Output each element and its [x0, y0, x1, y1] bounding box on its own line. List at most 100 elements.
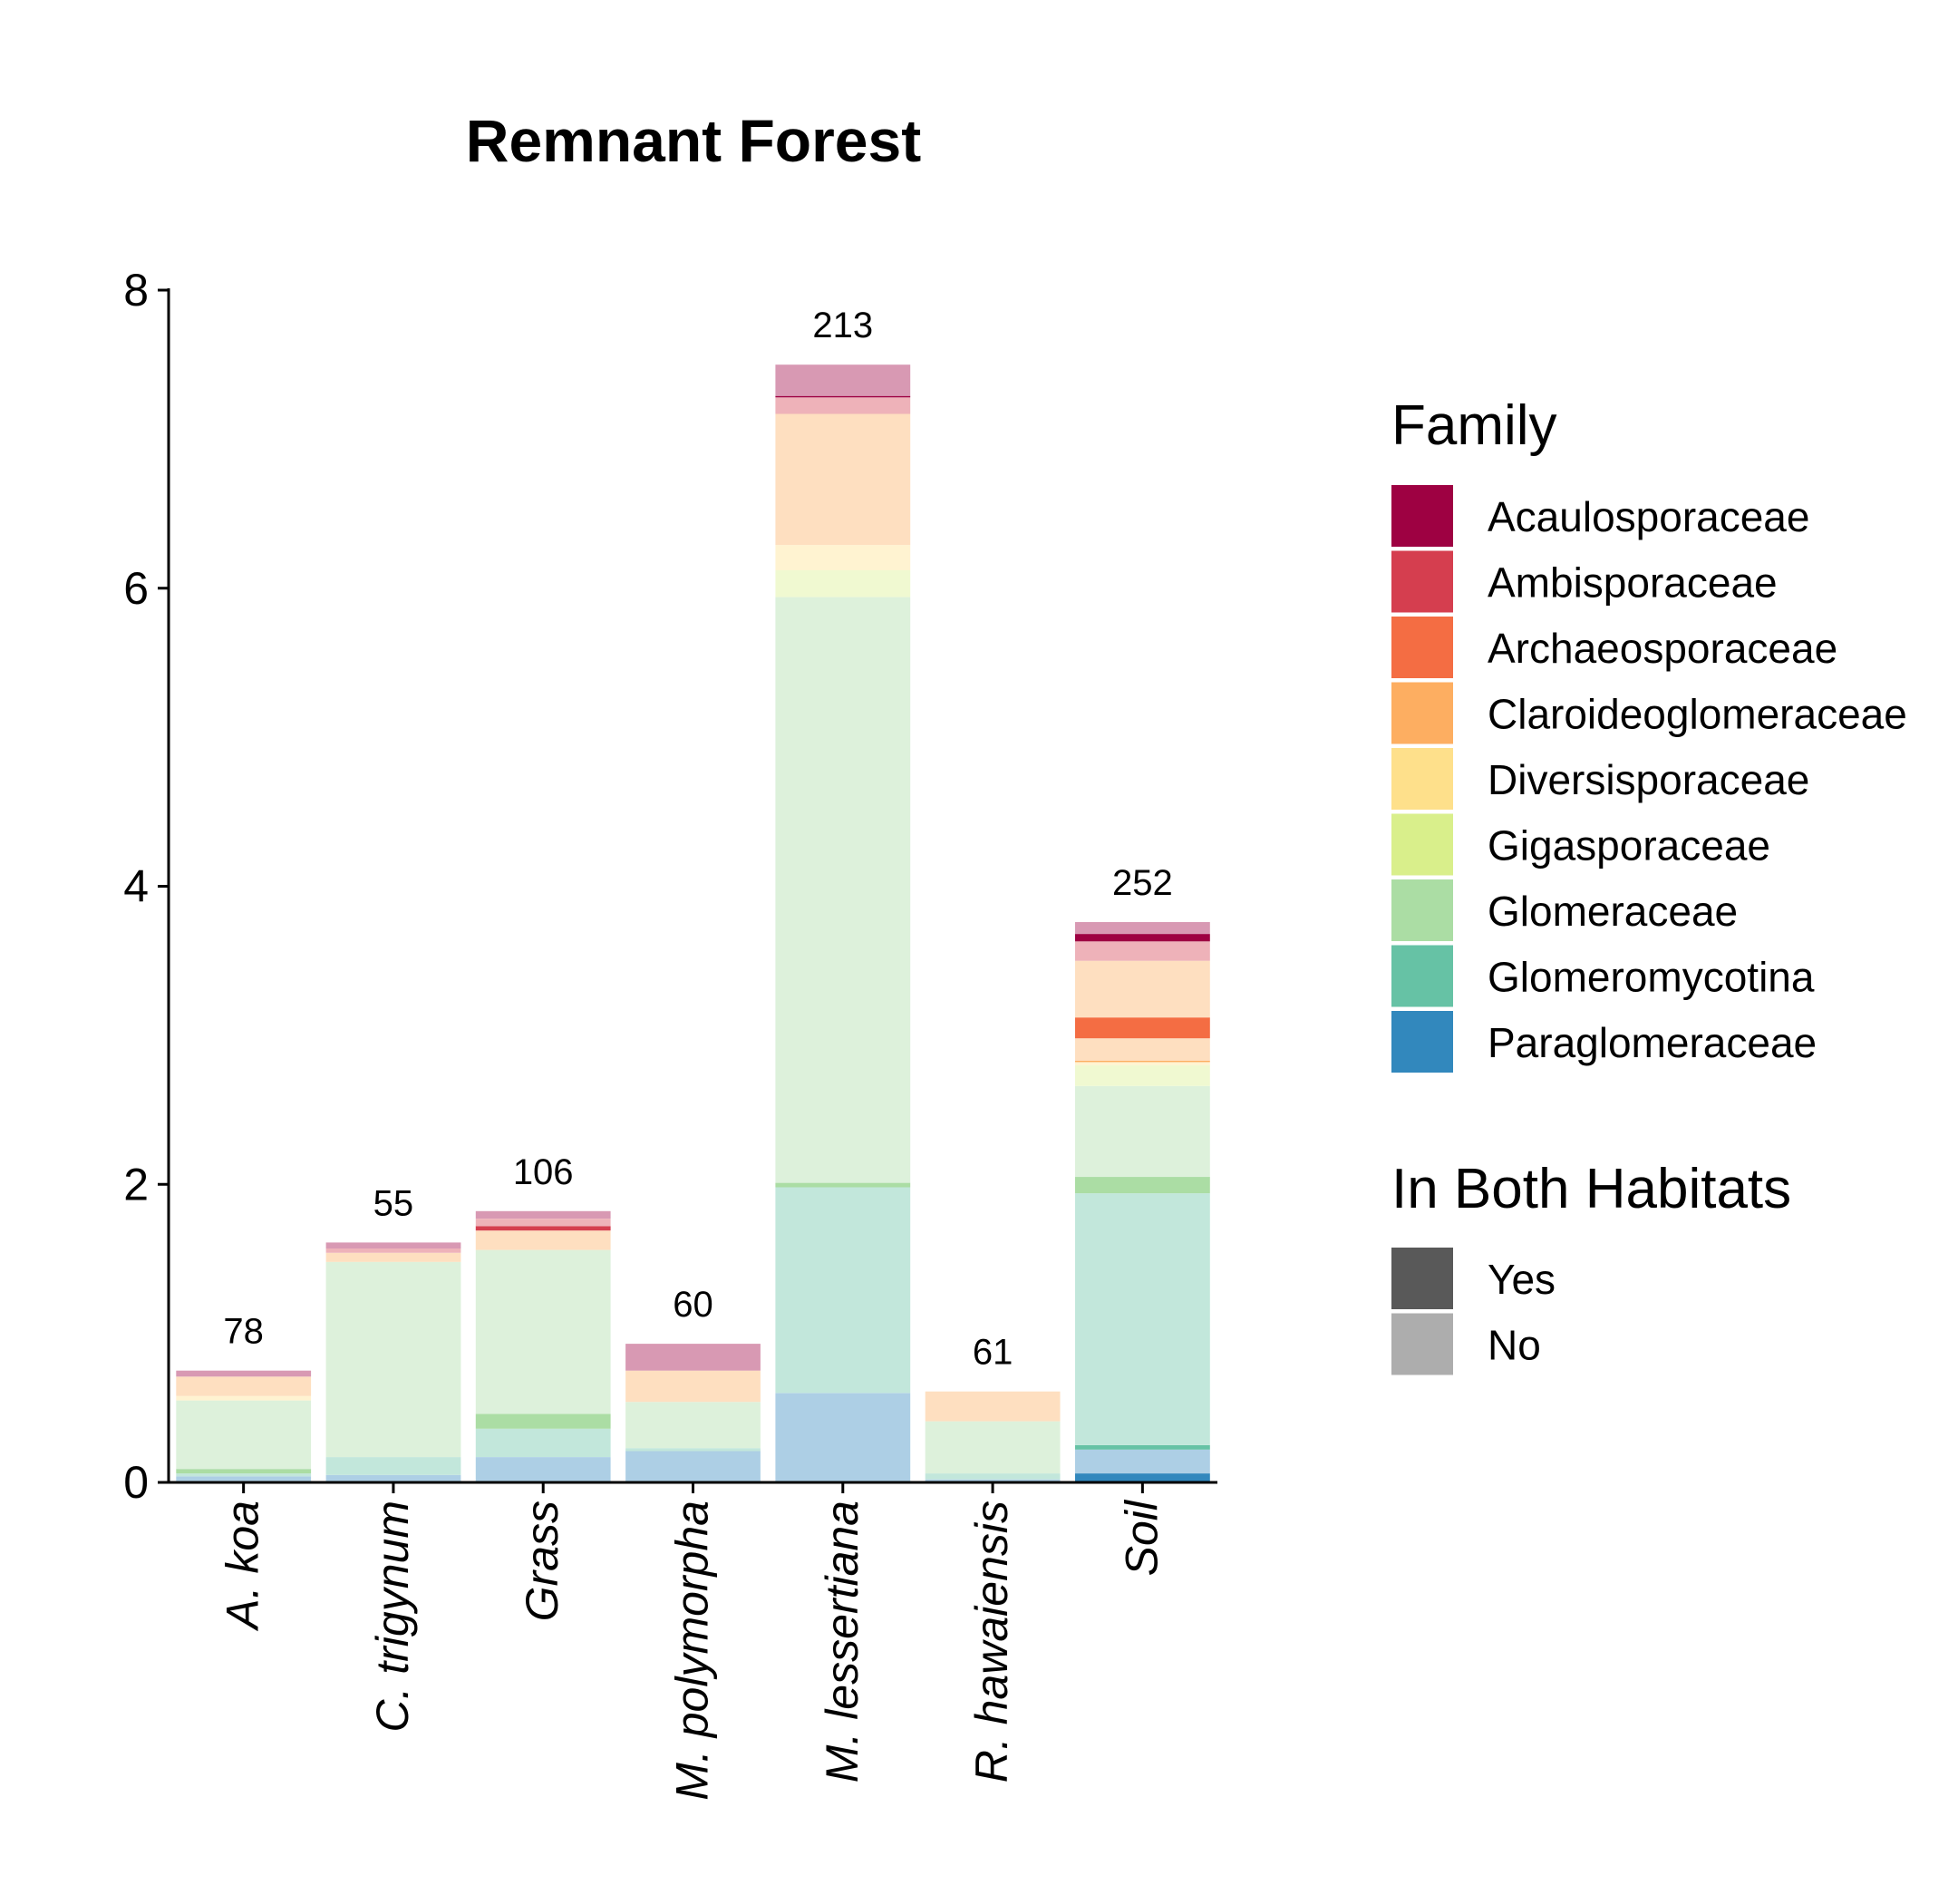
legend-swatch-no: [1391, 1313, 1453, 1375]
bar-total-label-m-lessertiana: 213: [812, 306, 873, 345]
bar-segment-grass-acaulosporaceae-no: [475, 1210, 611, 1219]
legend-label-paraglomeraceae: Paraglomeraceae: [1488, 1019, 1817, 1066]
bar-segment-soil-claroideoglomeraceae-no: [1075, 960, 1210, 1018]
y-tick-label-4: 4: [123, 861, 149, 912]
bar-segment-soil-acaulosporaceae-no: [1075, 922, 1210, 935]
bar-segment-c-trigynum-paraglomeraceae-no: [325, 1474, 461, 1482]
legend-label-glomeromycotina: Glomeromycotina: [1488, 954, 1815, 1001]
x-tick-label-r-hawaiensis: R. hawaiensis: [966, 1501, 1017, 1783]
legend-label-yes: Yes: [1488, 1256, 1556, 1303]
bar-segment-m-lessertiana-acaulosporaceae-no: [775, 364, 911, 396]
legend-label-diversisporaceae: Diversisporaceae: [1488, 756, 1809, 803]
bar-segment-soil-ambisporaceae-no: [1075, 941, 1210, 961]
bar-segment-r-hawaiensis-claroideoglomeraceae-no: [925, 1391, 1061, 1422]
x-tick-label-m-polymorpha: M. polymorpha: [667, 1501, 718, 1801]
bar-segment-grass-glomeraceae-yes: [475, 1413, 611, 1429]
bar-segment-r-hawaiensis-paraglomeraceae-no: [925, 1479, 1061, 1482]
bar-segment-soil-claroideoglomeraceae-yes: [1075, 1060, 1210, 1063]
bar-segment-soil-glomeraceae-no: [1075, 1085, 1210, 1178]
legend-label-ambisporaceae: Ambisporaceae: [1488, 559, 1778, 607]
bar-segment-grass-glomeromycotina-no: [475, 1428, 611, 1457]
bar-total-label-c-trigynum: 55: [373, 1183, 414, 1223]
bar-segment-m-lessertiana-glomeromycotina-no: [775, 1187, 911, 1394]
bar-segment-a-koa-glomeromycotina-no: [176, 1473, 312, 1477]
legend-label-glomeraceae: Glomeraceae: [1488, 888, 1738, 935]
x-tick-label-m-lessertiana: M. lessertiana: [817, 1501, 868, 1783]
legend-swatch-ambisporaceae: [1391, 550, 1453, 613]
bar-segment-soil-diversisporaceae-no: [1075, 1062, 1210, 1065]
bar-segment-soil-glomeraceae-yes: [1075, 1177, 1210, 1194]
legend: Family Acaulosporaceae Ambisporaceae Archae…: [1391, 394, 1907, 1375]
bar-segment-a-koa-claroideoglomeraceae-no: [176, 1376, 312, 1396]
y-tick-label-6: 6: [123, 563, 149, 614]
bar-total-label-a-koa: 78: [223, 1312, 264, 1352]
bar-segment-grass-ambisporaceae-no: [475, 1219, 611, 1227]
bar-segment-m-lessertiana-acaulosporaceae-yes: [775, 395, 911, 398]
bar-stack-grass: [475, 1210, 611, 1482]
bar-stack-a-koa: [176, 1370, 312, 1482]
bar-segment-m-polymorpha-paraglomeraceae-no: [625, 1451, 761, 1482]
bar-segment-m-lessertiana-claroideoglomeraceae-no: [775, 413, 911, 546]
bar-segment-c-trigynum-glomeraceae-no: [325, 1261, 461, 1457]
bar-segment-soil-claroideoglomeraceae-no: [1075, 1038, 1210, 1061]
bar-segment-a-koa-paraglomeraceae-no: [176, 1476, 312, 1481]
bar-segment-c-trigynum-acaulosporaceae-no: [325, 1242, 461, 1248]
bar-segment-soil-paraglomeraceae-yes: [1075, 1473, 1210, 1482]
bar-segment-m-polymorpha-claroideoglomeraceae-no: [625, 1370, 761, 1403]
bar-stack-c-trigynum: [325, 1242, 461, 1482]
bar-segment-c-trigynum-ambisporaceae-no: [325, 1248, 461, 1253]
legend-swatch-gigasporaceae: [1391, 813, 1453, 876]
legend-label-acaulosporaceae: Acaulosporaceae: [1488, 493, 1809, 540]
legend-title-family: Family: [1391, 394, 1557, 457]
bar-segment-soil-acaulosporaceae-yes: [1075, 934, 1210, 942]
legend-label-gigasporaceae: Gigasporaceae: [1488, 822, 1770, 869]
y-tick-label-0: 0: [123, 1457, 149, 1508]
legend-swatch-claroideoglomeraceae: [1391, 682, 1453, 744]
bar-total-label-soil: 252: [1112, 863, 1173, 903]
bar-segment-a-koa-glomeraceae-yes: [176, 1469, 312, 1474]
legend-label-no: No: [1488, 1322, 1541, 1369]
y-tick-label-8: 8: [123, 265, 149, 316]
bar-segment-a-koa-diversisporaceae-no: [176, 1395, 312, 1401]
plot-bars: [176, 364, 1210, 1482]
bar-segment-soil-gigasporaceae-no: [1075, 1064, 1210, 1086]
bar-total-label-m-polymorpha: 60: [673, 1285, 713, 1325]
bar-segment-c-trigynum-claroideoglomeraceae-no: [325, 1252, 461, 1262]
bar-segment-r-hawaiensis-glomeromycotina-no: [925, 1473, 1061, 1480]
bar-segment-soil-glomeromycotina-yes: [1075, 1444, 1210, 1450]
legend-swatch-glomeraceae: [1391, 879, 1453, 941]
x-tick-label-grass: Grass: [517, 1501, 567, 1621]
bar-stack-m-polymorpha: [625, 1344, 761, 1482]
legend-swatch-yes: [1391, 1248, 1453, 1309]
bar-segment-soil-glomeromycotina-no: [1075, 1193, 1210, 1445]
legend-swatch-acaulosporaceae: [1391, 485, 1453, 547]
bar-segment-m-lessertiana-diversisporaceae-no: [775, 545, 911, 570]
bar-segment-a-koa-glomeraceae-no: [176, 1400, 312, 1470]
bar-segment-grass-claroideoglomeraceae-no: [475, 1230, 611, 1250]
y-tick-label-2: 2: [123, 1159, 149, 1209]
bar-segment-grass-glomeraceae-no: [475, 1249, 611, 1414]
bar-segment-m-lessertiana-gigasporaceae-no: [775, 570, 911, 597]
bar-segment-c-trigynum-glomeromycotina-no: [325, 1457, 461, 1475]
bar-segment-m-lessertiana-paraglomeraceae-no: [775, 1393, 911, 1482]
plot-labels: 78 55 106 60 213 61 252: [223, 306, 1173, 1373]
legend-swatch-glomeromycotina: [1391, 945, 1453, 1007]
legend-swatch-paraglomeraceae: [1391, 1011, 1453, 1073]
bar-segment-m-lessertiana-glomeraceae-no: [775, 597, 911, 1183]
legend-title-habitat: In Both Habitats: [1391, 1158, 1791, 1220]
legend-label-claroideoglomeraceae: Claroideoglomeraceae: [1488, 691, 1907, 738]
plot-axes: A. koa C. trigynum Grass M. polymorpha M. le…: [123, 265, 1217, 1801]
bar-segment-m-lessertiana-ambisporaceae-no: [775, 397, 911, 414]
bar-segment-grass-paraglomeraceae-no: [475, 1457, 611, 1482]
bar-stack-soil: [1075, 922, 1210, 1482]
bar-total-label-r-hawaiensis: 61: [973, 1333, 1013, 1373]
bar-segment-m-polymorpha-acaulosporaceae-no: [625, 1344, 761, 1371]
bar-segment-soil-paraglomeraceae-no: [1075, 1449, 1210, 1474]
x-tick-label-c-trigynum: C. trigynum: [367, 1501, 418, 1733]
x-tick-label-a-koa: A. koa: [218, 1501, 268, 1632]
legend-swatch-diversisporaceae: [1391, 748, 1453, 810]
bar-segment-a-koa-acaulosporaceae-no: [176, 1370, 312, 1377]
bar-stack-r-hawaiensis: [925, 1391, 1061, 1482]
bar-stack-m-lessertiana: [775, 364, 911, 1482]
